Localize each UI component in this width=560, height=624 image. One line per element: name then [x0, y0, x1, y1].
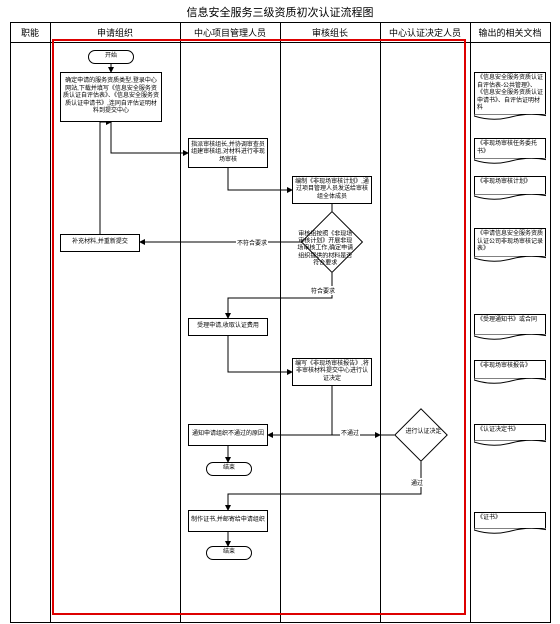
process-supp: 补充材料,并重新提交 [60, 234, 140, 252]
process-n6: 通知申请组织不通过的原因 [188, 424, 268, 446]
output-doc-doc2: 《非现场审核任务委托书》 [474, 138, 546, 160]
process-n7: 制作证书,并邮寄给申请组织 [188, 510, 268, 532]
output-doc-doc5: 《受理通知书》或合同 [474, 314, 546, 336]
terminator-start: 开始 [88, 50, 134, 64]
output-doc-doc3: 《非现场审核计划》 [474, 176, 546, 196]
decision-text: 进行认证决定 [398, 429, 448, 436]
arrow-2 [228, 168, 292, 190]
output-doc-doc4: 《申请信息安全服务资质认证公司非现场审核记录表》 [474, 228, 546, 258]
arrow-5 [100, 122, 111, 234]
edge-label-l_f: 符合要求 [310, 286, 336, 295]
arrows-layer [10, 38, 550, 618]
decision-text: 审核组按照《非现场审核计划》开展非现场审核工作,确定申请组织提供的材料是否符合要… [296, 231, 355, 267]
output-doc-doc7: 《认证决定书》 [474, 424, 546, 442]
process-n1: 确定申请的服务资质类型,登录中心网站,下载并填写《信息安全服务资质认证自评估表》… [60, 72, 162, 122]
terminator-end1: 结束 [206, 462, 252, 476]
decision-d1: 审核组按照《非现场审核计划》开展非现场审核工作,确定申请组织提供的材料是否符合要… [301, 211, 363, 273]
output-doc-doc8: 《证书》 [474, 512, 546, 530]
decision-d2: 进行认证决定 [394, 408, 448, 462]
arrow-11 [228, 454, 421, 510]
edge-label-l_np: 不通过 [340, 428, 360, 437]
arrow-1 [111, 122, 188, 153]
process-n2: 指派审核组长,并协调审查员组建审核组,对材料进行非现场审核 [188, 138, 268, 168]
edge-label-l_p: 通过 [410, 478, 424, 487]
diagram-title: 信息安全服务三级资质初次认证流程图 [0, 0, 560, 22]
output-doc-doc6: 《非现场审核报告》 [474, 360, 546, 380]
process-n3: 编制《非现场审核计划》,通过项目管理人员发送给审核组全体成员 [292, 176, 372, 204]
flow-overlay: 开始确定申请的服务资质类型,登录中心网站,下载并填写《信息安全服务资质认证自评估… [10, 38, 550, 618]
terminator-end2: 结束 [206, 546, 252, 560]
process-n4: 受理申请,收取认证费用 [188, 318, 268, 336]
process-n5: 编写《非现场审核报告》,将非审核材料提交中心进行认证决定 [292, 358, 372, 386]
arrow-7 [228, 336, 292, 372]
edge-label-l_nf: 不符合要求 [236, 238, 268, 247]
page: 信息安全服务三级资质初次认证流程图 职能 申请组织 中心项目管理人员 审核组长 … [0, 0, 560, 624]
output-doc-doc1: 《信息安全服务资质认证自评估表-公共管理》、《信息安全服务资质认证申请书》、自评… [474, 72, 546, 116]
